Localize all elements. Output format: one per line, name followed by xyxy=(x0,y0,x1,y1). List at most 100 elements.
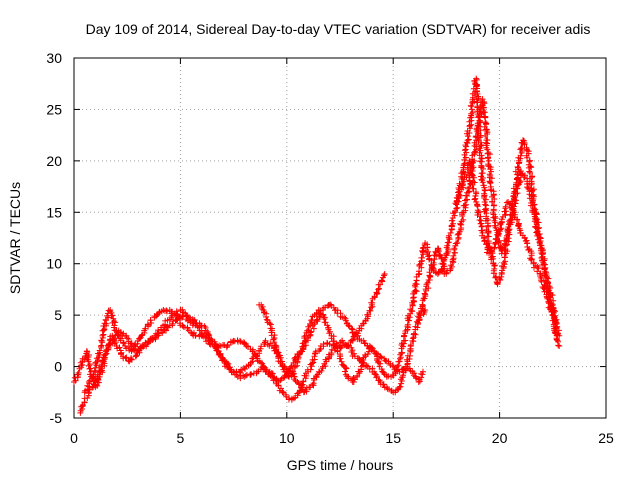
data-point-trail xyxy=(371,350,381,364)
data-point-trail xyxy=(422,241,433,260)
data-point-trail xyxy=(498,232,511,254)
data-point-trail xyxy=(409,282,420,306)
data-point-trail xyxy=(245,359,254,369)
data-point-trail xyxy=(359,354,367,369)
data-point-trail xyxy=(248,370,260,377)
data-point xyxy=(415,317,422,324)
data-point-trail xyxy=(492,220,505,246)
data-point-trail xyxy=(288,395,297,403)
data-point-trail xyxy=(474,201,486,234)
data-point-trail xyxy=(107,308,119,326)
y-axis-label: SDTVAR / TECUs xyxy=(7,182,23,294)
data-point-trail xyxy=(494,273,505,286)
data-point-trail xyxy=(213,341,223,358)
data-point xyxy=(102,348,109,355)
data-point-trail xyxy=(543,293,556,316)
data-point-trail xyxy=(147,313,159,324)
data-point-trail xyxy=(90,359,100,380)
data-point-trail xyxy=(261,309,270,323)
series-track-5 xyxy=(415,96,563,339)
data-point-trail xyxy=(372,370,383,384)
data-point xyxy=(294,358,301,365)
y-tick-label: 15 xyxy=(46,204,62,220)
data-point-trail xyxy=(325,324,333,337)
data-point-trail xyxy=(237,338,248,348)
y-tick-label: 10 xyxy=(46,256,62,272)
data-point-trail xyxy=(341,314,351,327)
x-axis-ticks: 0 5 10 15 20 25 xyxy=(70,58,614,446)
data-point-trail xyxy=(233,368,243,376)
data-point-trail xyxy=(161,323,172,334)
data-point-trail xyxy=(443,232,453,256)
plot-frame xyxy=(73,57,607,419)
data-point-trail xyxy=(454,209,467,246)
data-point-trail xyxy=(312,345,324,357)
data-point-trail xyxy=(400,317,412,344)
y-tick-label: 0 xyxy=(54,359,62,375)
data-point xyxy=(524,147,531,154)
x-tick-label: 15 xyxy=(385,430,401,446)
data-point-trail xyxy=(142,320,155,332)
data-point-trail xyxy=(228,369,240,378)
data-point-trail xyxy=(342,364,351,380)
data-point-trail xyxy=(364,303,376,322)
data-point-trail xyxy=(154,308,165,318)
data-point-trail xyxy=(448,210,458,233)
data-point-trail xyxy=(168,308,178,317)
data-point-trail xyxy=(345,375,356,384)
x-tick-label: 0 xyxy=(70,430,78,446)
data-point-trail xyxy=(286,370,296,380)
data-point xyxy=(473,75,480,82)
data-point-trail xyxy=(238,364,248,374)
y-tick-label: 20 xyxy=(46,153,62,169)
data-point-trail xyxy=(161,307,171,315)
y-tick-label: 25 xyxy=(46,101,62,117)
data-point-trail xyxy=(265,370,274,379)
data-point-trail xyxy=(303,323,312,336)
data-point-trail xyxy=(447,240,459,270)
data-point-trail xyxy=(320,314,329,326)
x-tick-label: 10 xyxy=(279,430,295,446)
data-point-trail xyxy=(511,211,524,234)
data-point-trail xyxy=(397,365,409,390)
data-point-trail xyxy=(268,329,279,349)
data-point-trail xyxy=(485,161,499,224)
data-point-trail xyxy=(416,370,426,385)
data-point xyxy=(179,312,186,319)
data-point-trail xyxy=(283,368,292,379)
data-point-trail xyxy=(307,318,321,338)
data-point-trail xyxy=(524,180,536,215)
data-point-trail xyxy=(220,341,230,351)
data-point xyxy=(236,337,243,344)
data-point-trail xyxy=(93,339,106,364)
x-tick-label: 20 xyxy=(492,430,508,446)
data-point-trail xyxy=(384,385,395,394)
data-point-trail xyxy=(479,99,493,162)
data-point xyxy=(468,106,475,113)
y-tick-label: 5 xyxy=(54,307,62,323)
x-axis-label: GPS time / hours xyxy=(287,457,394,473)
data-point-trail xyxy=(77,402,86,414)
data-point-trail xyxy=(277,358,288,373)
data-point-trail xyxy=(389,370,399,379)
data-point-trail xyxy=(460,180,474,214)
chart-title: Day 109 of 2014, Sidereal Day-to-day VTE… xyxy=(86,21,591,37)
data-point-trail xyxy=(160,317,169,329)
data-point xyxy=(396,384,403,391)
data-point-trail xyxy=(85,384,96,393)
data-point-trail xyxy=(307,313,316,327)
data-point-trail xyxy=(498,250,509,276)
data-point-trail xyxy=(443,267,454,277)
data-point-trail xyxy=(421,267,435,297)
data-point-trail xyxy=(179,306,189,317)
data-point-trail xyxy=(98,320,110,344)
data-point xyxy=(556,343,563,349)
data-point-trail xyxy=(368,289,381,306)
data-point-trail xyxy=(466,160,480,203)
data-point-trail xyxy=(304,356,318,373)
data-point-trail xyxy=(481,201,492,245)
data-point-trail xyxy=(479,232,492,256)
y-tick-label: 30 xyxy=(46,50,62,66)
data-point xyxy=(381,271,388,277)
data-point xyxy=(345,322,352,329)
